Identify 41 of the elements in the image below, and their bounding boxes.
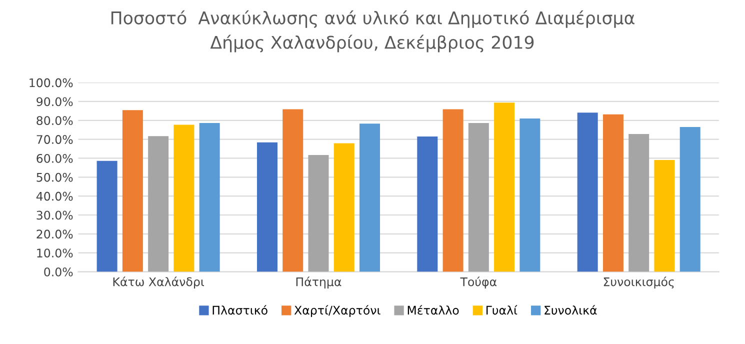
y-tick-label: 30.0% [36, 210, 73, 220]
legend-label: Χαρτί/Χαρτόνι [294, 305, 380, 317]
bar [308, 155, 329, 272]
legend-label: Γυαλί [486, 305, 518, 315]
bar [577, 112, 598, 272]
bar [442, 109, 464, 272]
bar [96, 160, 118, 272]
bar [680, 127, 700, 272]
legend-label: Συνολικά [544, 305, 597, 315]
bar [654, 160, 675, 272]
bar [359, 124, 380, 272]
bar [282, 109, 304, 272]
y-tick-label: 60.0% [36, 154, 73, 163]
bar [602, 114, 624, 272]
x-tick-label: Συνοικισμός [604, 276, 674, 289]
bar [417, 136, 438, 272]
chart-title: Ποσοστό Ανακύκλωσης ανά υλικό και Δημοτικό Διαμέρισμα Δήμος Χαλανδρίου, Δεκέμβριος 2019 [111, 10, 634, 52]
y-tick-label: 70.0% [36, 135, 73, 144]
bar [520, 118, 540, 272]
y-tick-label: 80.0% [36, 116, 73, 126]
bar [494, 102, 515, 272]
bar [468, 123, 489, 272]
y-tick-label: 0.0% [44, 267, 73, 276]
y-tick-label: 90.0% [36, 97, 73, 106]
legend-label: Πλαστικό [212, 305, 268, 315]
x-tick-label: Πάτημα [296, 276, 342, 289]
bar [256, 142, 278, 272]
bar [148, 136, 169, 272]
legend-label: Μέταλλο [408, 305, 459, 315]
x-tick-label: Κάτω Χαλάνδρι [113, 276, 204, 289]
y-tick-label: 10.0% [37, 248, 73, 258]
bar [628, 134, 650, 272]
y-tick-label: 50.0% [36, 172, 73, 182]
bar [199, 123, 220, 272]
bar [122, 110, 143, 272]
bar [174, 124, 194, 272]
x-tick-label: Τούφα [460, 276, 497, 289]
y-tick-label: 40.0% [36, 192, 73, 201]
y-tick-label: 20.0% [36, 230, 73, 239]
bar [334, 143, 354, 272]
y-tick-label: 100.0% [30, 78, 73, 88]
